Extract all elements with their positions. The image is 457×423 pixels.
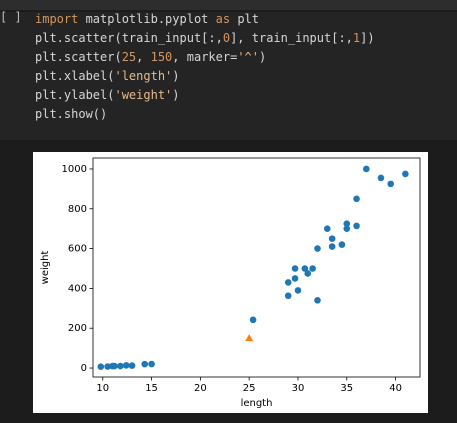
code-token: plt	[230, 12, 259, 26]
code-token: '^'	[237, 50, 260, 64]
code-token: 'weight'	[114, 88, 173, 102]
point	[245, 334, 254, 342]
point	[128, 362, 136, 369]
point	[284, 292, 292, 300]
y-tick-label: 1000	[62, 164, 87, 175]
x-tick-label: 30	[292, 383, 305, 394]
point	[291, 265, 299, 272]
code-token: matplotlib.pyplot	[78, 12, 216, 26]
run-prompt[interactable]: [ ]	[0, 10, 22, 24]
code-token: as	[215, 12, 231, 26]
y-tick-label: 800	[68, 204, 87, 215]
y-tick-label: 200	[68, 323, 87, 334]
x-axis-label: length	[241, 398, 273, 409]
y-tick-label: 400	[68, 283, 87, 294]
y-tick-label: 600	[68, 244, 87, 255]
code-token: 25	[121, 50, 137, 64]
point	[353, 222, 360, 230]
code-token: plt.scatter(	[35, 50, 122, 64]
code-editor[interactable]: import matplotlib.pyplot as plt plt.scatt…	[35, 10, 375, 124]
axes-frame	[92, 157, 421, 378]
point	[309, 265, 316, 272]
point	[141, 360, 149, 368]
point	[249, 316, 257, 324]
x-tick-label: 25	[243, 383, 256, 394]
chart: 10 15 20 25 30 35 4002004006008001000lengthwei…	[40, 157, 421, 409]
code-token: plt.scatter(train_input[:,	[35, 31, 223, 45]
code-token: 1	[352, 31, 361, 45]
code-line: plt.ylabel('weight')	[35, 86, 375, 105]
point	[314, 297, 321, 304]
code-token: 'length'	[114, 69, 173, 83]
x-tick-label: 35	[340, 383, 353, 394]
point	[377, 174, 385, 182]
point	[338, 241, 346, 248]
point	[291, 275, 299, 282]
code-token: 0	[222, 31, 231, 45]
code-token: 150	[150, 50, 173, 64]
point	[314, 245, 321, 252]
point	[104, 363, 111, 370]
code-token: )	[172, 88, 180, 102]
point	[363, 165, 370, 173]
point	[353, 195, 360, 203]
point	[294, 287, 302, 294]
point	[323, 225, 331, 232]
code-token: , marker=	[172, 50, 238, 64]
code-token: )	[172, 69, 180, 83]
point	[402, 170, 409, 178]
y-tick-label: 0	[81, 363, 87, 374]
point	[148, 360, 155, 368]
point	[284, 279, 292, 286]
point	[122, 362, 130, 369]
code-token: plt.xlabel(	[35, 69, 115, 83]
point	[343, 225, 351, 232]
point	[387, 180, 395, 188]
point	[97, 363, 105, 371]
code-token: import	[35, 12, 79, 26]
code-line: plt.show()	[35, 105, 375, 124]
point	[304, 270, 312, 277]
point	[111, 362, 118, 370]
code-token: ], train_input[:,	[230, 31, 353, 45]
point	[328, 243, 336, 250]
code-line: plt.scatter(train_input[:,0], train_inpu…	[35, 29, 375, 48]
point	[343, 220, 351, 227]
x-tick-label: 20	[194, 383, 207, 394]
point	[328, 235, 336, 242]
y-axis-label: weight	[40, 251, 51, 285]
code-token: plt.ylabel(	[35, 88, 115, 102]
code-token: ])	[360, 31, 375, 45]
x-tick-label: 10	[96, 383, 109, 394]
cell-output: 10 15 20 25 30 35 40 0 200 400 600 800 1000 length wei…	[33, 152, 428, 413]
code-token: plt.show()	[35, 107, 108, 121]
code-line: plt.scatter(25, 150, marker='^')	[35, 48, 375, 67]
code-cell	[0, 12, 457, 140]
point	[117, 362, 124, 370]
code-line: import matplotlib.pyplot as plt	[35, 10, 375, 29]
top-bar	[0, 0, 457, 10]
x-tick-label: 15	[145, 383, 158, 394]
code-line: plt.xlabel('length')	[35, 67, 375, 86]
x-tick-label: 40	[389, 383, 402, 394]
point	[301, 265, 309, 272]
code-token: ,	[136, 50, 151, 64]
code-token: )	[259, 50, 267, 64]
